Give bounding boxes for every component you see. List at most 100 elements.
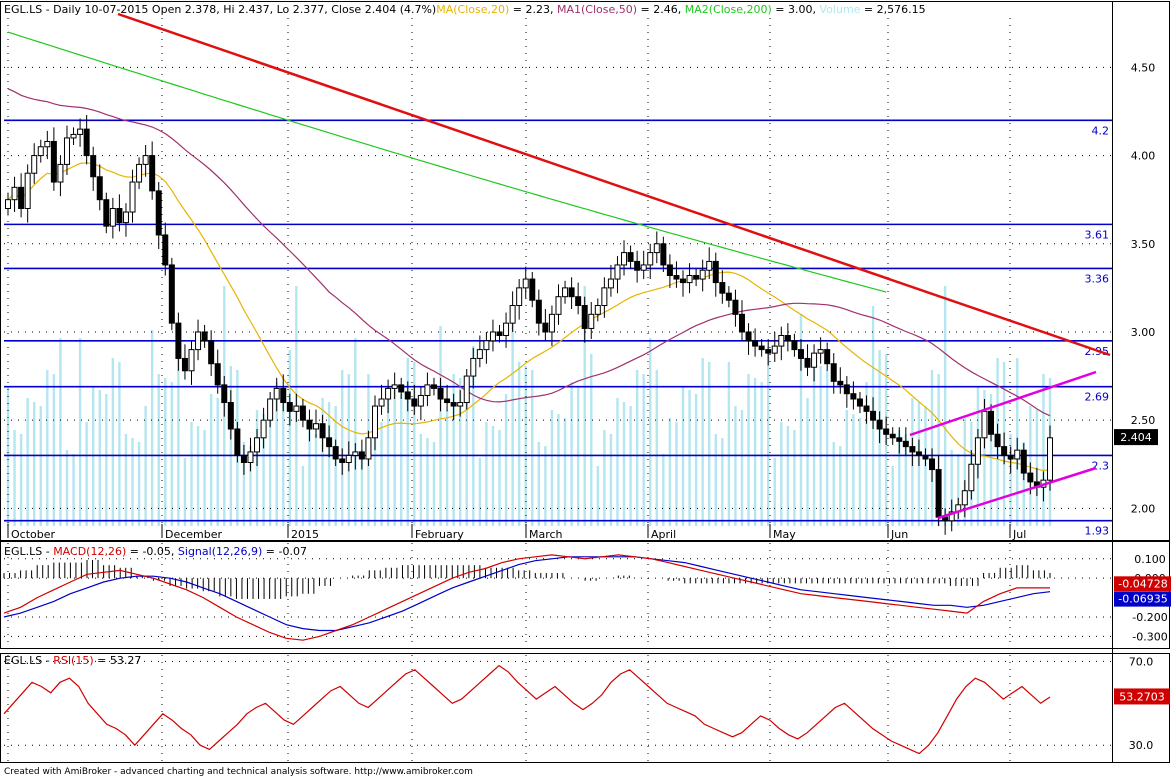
candle-body: [961, 490, 968, 506]
candle-body: [542, 322, 549, 333]
candle-body: [470, 357, 477, 377]
candle-body: [149, 155, 156, 192]
candle-body: [201, 331, 208, 342]
level-label: 1.93: [1085, 525, 1110, 538]
candle-body: [607, 278, 614, 289]
candle-body: [339, 458, 346, 464]
candle-body: [771, 345, 778, 354]
macd-value-tag: [1114, 576, 1171, 592]
candle-body: [640, 264, 647, 271]
macd-tick-label: 0.100: [1134, 553, 1166, 566]
candle-body: [988, 410, 995, 435]
rsi-value: = 53.27: [94, 654, 142, 667]
candle-body: [267, 398, 274, 421]
month-axis: October December 2015 February March April May…: [7, 524, 1026, 541]
candle-body: [889, 433, 896, 439]
panel-frame-2: [0, 653, 1170, 763]
candle-body: [1027, 472, 1034, 483]
candle-body: [57, 163, 64, 183]
candle-body: [188, 349, 195, 372]
month-label: December: [165, 528, 223, 541]
candle-body: [883, 428, 890, 435]
month-label: 2015: [291, 528, 319, 541]
candle-body: [902, 440, 909, 448]
candle-body: [489, 331, 496, 342]
candle-body: [457, 402, 464, 407]
candle-body: [398, 384, 405, 393]
candle-body: [522, 278, 529, 289]
macd-value-label: -0.04728: [1118, 577, 1167, 590]
candle-body: [136, 163, 143, 183]
level-label: 2.3: [1092, 459, 1110, 472]
candle-body: [378, 398, 385, 407]
candle-body: [621, 252, 628, 266]
candle-body: [699, 269, 706, 280]
rsi-header-prefix: EGL.LS -: [4, 654, 53, 667]
month-label: Jul: [1012, 528, 1026, 541]
candle-body: [293, 405, 300, 412]
volume-label: Volume: [820, 3, 861, 16]
candle-body: [31, 155, 38, 174]
candle-body: [581, 305, 588, 329]
downtrend-line: [117, 12, 1111, 357]
panel-frame-0: [0, 1, 1170, 541]
rsi-line: [3, 664, 1051, 755]
candle-body: [529, 278, 536, 301]
candle-body: [738, 313, 745, 333]
ma50-value: = 2.46,: [637, 3, 685, 16]
macd-value-tag: [1114, 591, 1171, 607]
candle-body: [83, 128, 90, 157]
candle-body: [122, 211, 129, 224]
candle-body: [11, 186, 18, 201]
price-tick-label: 4.00: [1131, 150, 1156, 163]
candle-body: [870, 410, 877, 421]
candle-body: [942, 516, 949, 522]
candle-body: [116, 208, 123, 224]
candle-body: [719, 282, 726, 294]
ma20-value: = 2.23,: [509, 3, 557, 16]
candle-body: [417, 394, 424, 407]
candle-body: [306, 419, 313, 430]
candle-body: [830, 363, 837, 382]
candle-body: [745, 331, 752, 342]
candle-body: [96, 176, 103, 201]
level-label: 3.61: [1085, 228, 1110, 241]
candle-body: [614, 264, 621, 280]
candle-body: [706, 260, 713, 271]
candle-body: [974, 437, 981, 465]
candle-body: [680, 278, 687, 284]
candle-body: [345, 454, 352, 464]
price-header: EGL.LS - Daily 10-07-2015 Open 2.378, Hi…: [4, 3, 926, 16]
candle-body: [843, 384, 850, 395]
candle-body: [817, 349, 824, 354]
level-label: 2.69: [1085, 391, 1110, 404]
macd-line: [3, 554, 1050, 641]
candle-body: [175, 322, 182, 359]
candle-body: [837, 380, 844, 386]
last-price-tag: 2.404: [1114, 429, 1158, 446]
level-label: 3.36: [1085, 272, 1110, 285]
candle-body: [109, 208, 116, 227]
month-label: Jun: [890, 528, 908, 541]
candle-body: [234, 428, 241, 456]
candle-body: [876, 419, 883, 430]
price-tick-label: 3.00: [1131, 326, 1156, 339]
candle-body: [922, 454, 929, 460]
candle-body: [319, 423, 326, 439]
candle-body: [444, 398, 451, 404]
candle-body: [313, 423, 320, 430]
candle-body: [424, 384, 431, 396]
signal-value: = -0.07: [262, 545, 307, 558]
candle-body: [732, 299, 739, 315]
ma50-line: [7, 88, 1051, 417]
candle-body: [476, 349, 483, 359]
candle-body: [791, 340, 798, 351]
candle-body: [181, 357, 188, 372]
volume-bars: [6, 286, 1052, 526]
candle-body: [509, 305, 516, 324]
candle-body: [50, 140, 57, 183]
candle-body: [247, 451, 254, 463]
candle-body: [915, 451, 922, 456]
candle-body: [588, 313, 595, 329]
